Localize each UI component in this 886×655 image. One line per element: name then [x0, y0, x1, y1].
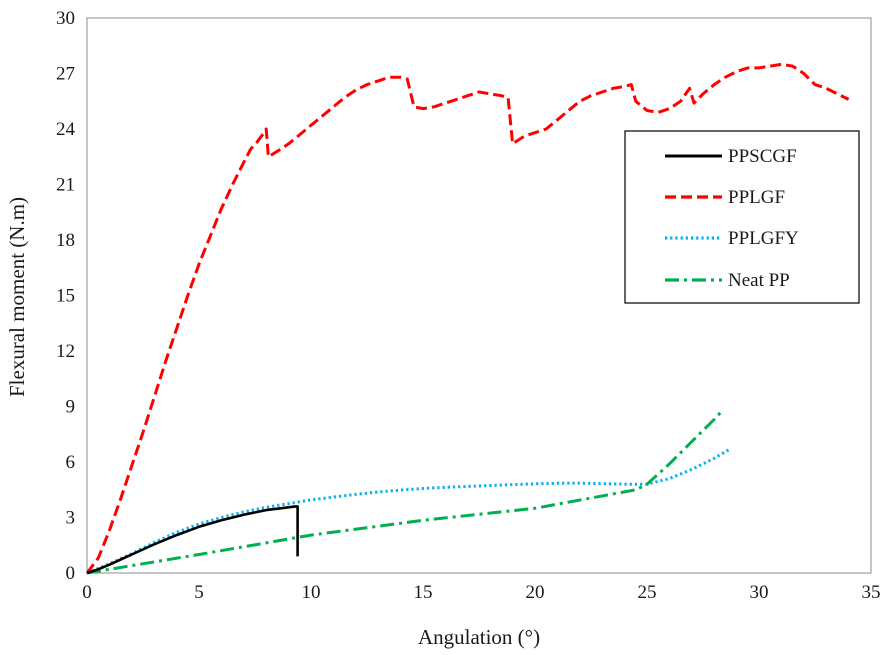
y-tick-label: 0: [66, 563, 76, 584]
legend-label: PPSCGF: [728, 146, 797, 167]
series-line-ppscgf: [86, 505, 299, 575]
y-tick-label: 6: [66, 452, 76, 473]
y-tick-label: 30: [56, 8, 75, 29]
legend: PPSCGF PPLGF PPLGFY Neat PP: [624, 130, 860, 304]
y-tick-label: 12: [56, 341, 75, 362]
y-tick-label: 3: [66, 508, 76, 529]
y-tick-label: 21: [56, 175, 75, 196]
series-line-pplgfy: [86, 447, 731, 575]
x-tick-label: 35: [862, 582, 881, 603]
series-line-neat-pp: [86, 411, 723, 575]
x-axis-title: Angulation (°): [418, 625, 540, 649]
series-layer: [85, 62, 850, 575]
legend-label: PPLGFY: [728, 228, 799, 249]
x-tick-label: 5: [194, 582, 204, 603]
y-axis-title: Flexural moment (N.m): [5, 197, 29, 397]
y-tick-label: 24: [56, 119, 76, 140]
x-tick-label: 20: [526, 582, 545, 603]
x-tick-label: 0: [82, 582, 92, 603]
plot-area: [86, 17, 872, 574]
tick-labels: 0 5 10 15 20 25 30 35 0 3 6 9 12 15 18 21 24 27 30: [56, 8, 881, 603]
x-tick-label: 30: [750, 582, 769, 603]
legend-box: [624, 130, 860, 304]
legend-label: Neat PP: [728, 270, 790, 291]
y-tick-label: 9: [66, 397, 76, 418]
y-tick-label: 27: [56, 64, 75, 85]
y-tick-label: 18: [56, 230, 75, 251]
x-tick-label: 25: [638, 582, 657, 603]
x-tick-label: 15: [414, 582, 433, 603]
plot-border: [86, 17, 872, 574]
x-tick-label: 10: [302, 582, 321, 603]
y-axis-title-group: Flexural moment (N.m): [5, 197, 29, 397]
series-line-pplgf: [85, 62, 850, 574]
y-tick-label: 15: [56, 286, 75, 307]
legend-label: PPLGF: [728, 187, 785, 208]
